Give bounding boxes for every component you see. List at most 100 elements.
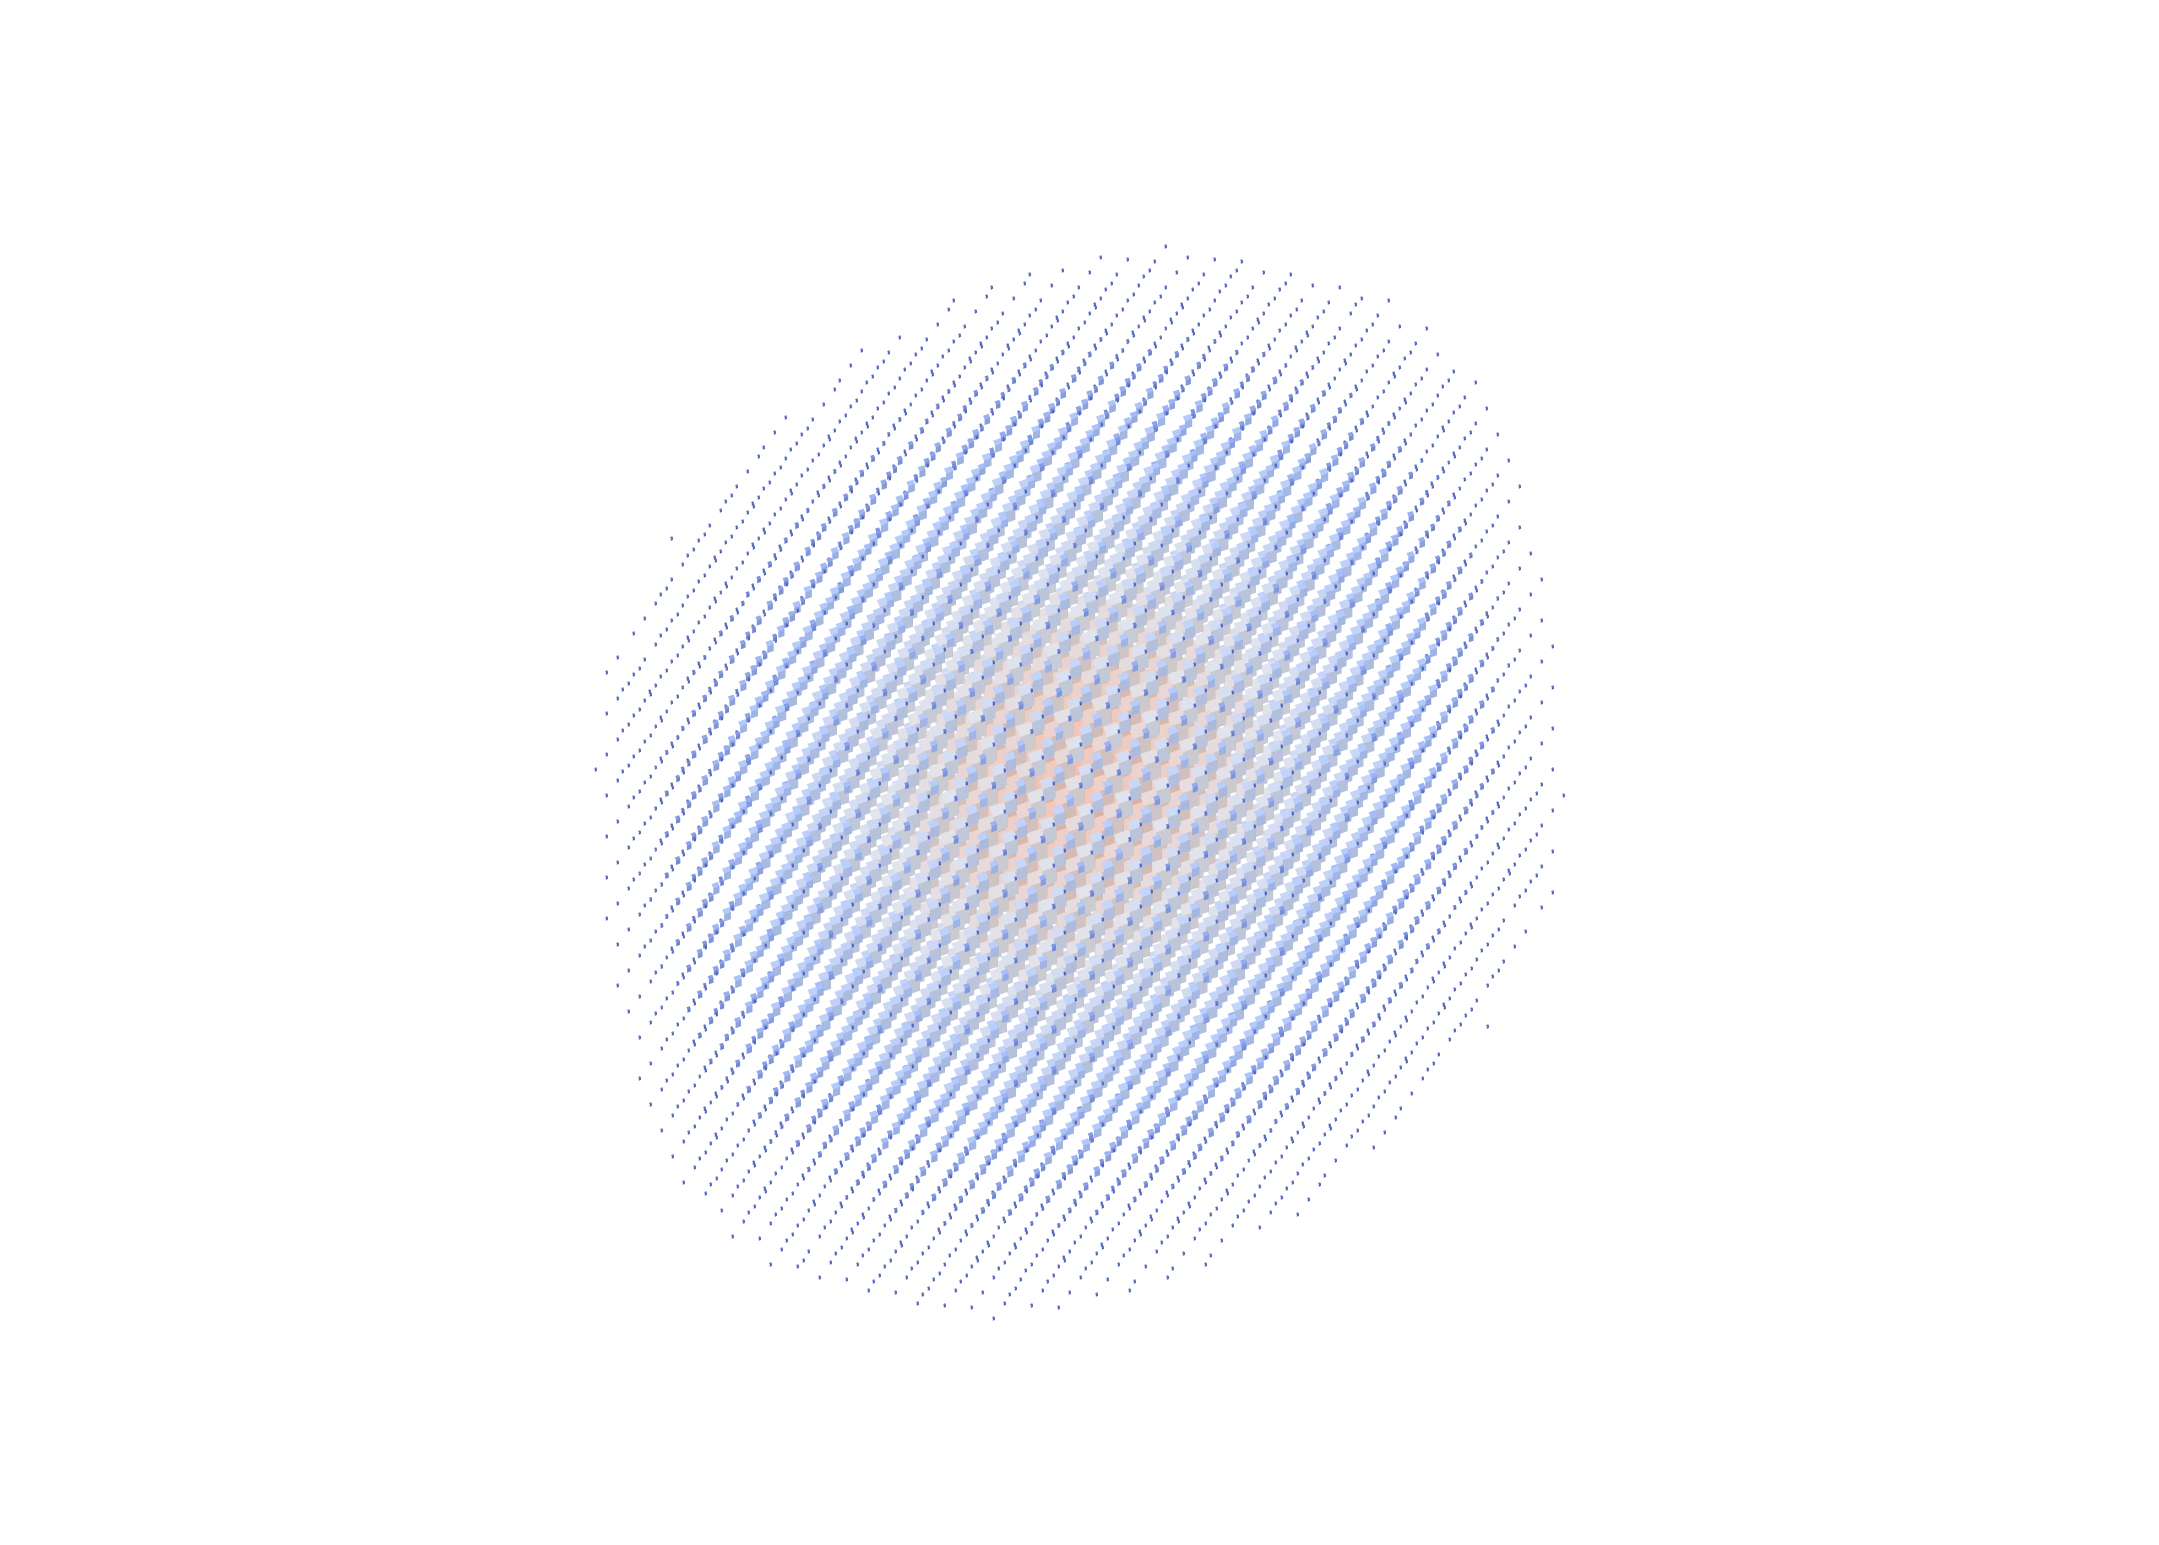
cube-top-face [865,380,868,383]
cube-front-face [903,368,906,372]
voxel-cube [1066,300,1069,305]
voxel-cube [985,335,988,340]
voxel-cube [1316,315,1319,320]
cube-top-face [1017,410,1020,413]
voxel-cube [820,522,827,533]
voxel-cube [756,575,761,584]
voxel-cube [1115,272,1118,277]
voxel-cube [670,659,673,664]
voxel-cube [719,508,722,513]
voxel-cube [990,326,993,331]
voxel-cube [643,903,646,908]
voxel-cube [643,698,646,703]
voxel-cube [974,309,977,314]
voxel-cube [632,713,635,718]
cube-top-face [1082,358,1085,361]
voxel-cube [860,430,863,435]
cube-top-face [1055,397,1058,400]
voxel-cube [1088,270,1091,275]
voxel-cube [1126,298,1129,303]
voxel-cube [1213,257,1216,262]
cube-top-face [1017,328,1020,331]
cube-top-face [941,395,944,398]
voxel-cube [822,402,825,407]
voxel-cube [952,339,955,344]
voxel-cube [717,670,724,679]
voxel-cube [708,523,711,528]
voxel-cube [924,418,929,425]
voxel-cube [1028,313,1031,318]
voxel-cube [849,404,852,409]
cube-top-face [789,529,792,532]
voxel-cube [632,795,635,800]
cube-top-face [930,369,933,372]
voxel-cube [680,725,685,732]
voxel-cube [1099,296,1102,301]
cube-top-face [854,436,857,439]
voxel-cube [659,633,662,638]
voxel-cube [945,427,952,438]
voxel-cube [1289,354,1292,359]
voxel-cube [1061,268,1064,273]
voxel-cube [1327,300,1330,305]
voxel-cube [1229,274,1232,279]
voxel-cube [1115,313,1118,318]
cube-top-face [1006,343,1009,346]
voxel-cube [789,447,792,452]
voxel-cube [605,752,608,757]
voxel-cube [963,324,966,329]
voxel-cube [1240,341,1243,346]
voxel-cube [784,497,787,502]
cube-top-face [827,516,830,519]
voxel-cube [643,780,646,785]
voxel-cube [907,440,914,451]
cube-top-face [1055,315,1058,318]
cube-top-face [1093,384,1096,387]
voxel-cube [1251,285,1254,290]
voxel-cube [697,579,700,584]
voxel-cube [745,591,750,598]
voxel-cube [1164,326,1167,331]
voxel-cube [754,655,763,668]
voxel-cube [784,415,787,420]
voxel-cube [783,537,788,544]
voxel-cube [1218,289,1221,294]
voxel-cube [773,471,776,476]
voxel-cube [755,615,762,626]
voxel-cube [934,442,941,453]
voxel-cube [1172,389,1181,402]
voxel-cube [914,352,917,357]
voxel-cube [822,443,825,448]
voxel-cube [849,363,852,368]
voxel-cube [1365,369,1368,374]
voxel-cube [1164,244,1167,249]
cube-top-face [789,488,792,491]
voxel-cube [887,391,890,396]
voxel-cube [935,403,940,410]
voxel-cube [936,322,939,327]
voxel-cube [886,431,891,438]
voxel-cube [906,479,915,494]
voxel-cube [784,456,787,461]
voxel-cube [1441,384,1444,389]
voxel-cube [833,428,836,433]
voxel-cube [860,389,863,394]
voxel-cube [643,944,646,949]
voxel-cube [830,546,839,561]
voxel-cube [1039,339,1042,344]
voxel-cube [1012,296,1015,301]
voxel-cube [860,348,863,353]
cube-top-face [1093,302,1096,305]
voxel-cube [963,365,966,370]
voxel-cube [1050,324,1053,329]
voxel-cube [605,711,608,716]
voxel-cube [1087,351,1092,358]
cube-top-face [1207,345,1210,348]
voxel-cube [925,378,928,383]
voxel-cube [811,458,814,463]
voxel-cube [896,455,903,466]
cube-top-face [1169,317,1172,320]
voxel-cube [1251,326,1254,331]
voxel-cube [821,483,826,490]
voxel-cube [751,501,754,506]
